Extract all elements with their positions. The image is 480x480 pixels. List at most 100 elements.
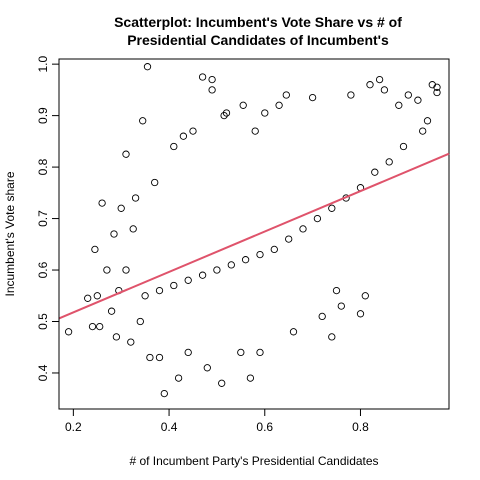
data-point <box>198 271 207 279</box>
x-tick-label: 0.8 <box>352 420 369 434</box>
data-point <box>220 111 228 120</box>
data-point <box>110 230 118 238</box>
data-point <box>146 353 154 362</box>
data-point <box>237 348 245 357</box>
data-point <box>375 75 384 84</box>
data-point <box>179 132 188 140</box>
data-point <box>399 142 408 151</box>
data-point <box>139 117 147 125</box>
data-point <box>218 379 226 387</box>
data-point <box>239 101 247 109</box>
data-point <box>122 150 130 158</box>
data-point <box>285 235 293 243</box>
data-point <box>117 204 125 212</box>
data-point <box>256 348 264 357</box>
chart-title-line-1: Scatterplot: Incumbent's Vote Share vs #… <box>114 14 402 30</box>
chart-title-line-2: Presidential Candidates of Incumbent's <box>127 32 389 48</box>
regression-line <box>58 152 450 320</box>
x-tick-label: 0.2 <box>65 420 82 434</box>
data-point <box>96 322 104 331</box>
data-point <box>136 317 144 326</box>
data-point <box>361 292 369 300</box>
data-point <box>256 250 264 259</box>
data-point <box>64 328 73 336</box>
data-point <box>241 256 250 264</box>
data-point <box>261 109 269 117</box>
data-point <box>366 81 374 89</box>
data-point <box>404 91 412 99</box>
x-tick-label: 0.6 <box>256 420 273 434</box>
data-point <box>318 312 326 321</box>
x-tick-label: 0.4 <box>161 420 178 434</box>
data-point <box>84 294 92 302</box>
y-axis-label: Incumbent's Vote share <box>3 171 17 296</box>
y-tick-label: 0.7 <box>36 210 50 227</box>
data-point <box>380 86 389 94</box>
data-point <box>198 73 207 81</box>
data-point <box>347 91 355 99</box>
data-point <box>395 101 403 109</box>
y-tick-label: 0.4 <box>36 364 50 381</box>
data-point <box>98 199 106 207</box>
scatter-points <box>64 63 441 398</box>
data-point <box>270 245 278 254</box>
data-point <box>222 109 231 117</box>
data-point <box>184 276 192 284</box>
data-point <box>91 245 99 254</box>
data-point <box>129 225 137 233</box>
data-point <box>143 63 152 71</box>
data-point <box>299 225 307 233</box>
data-point <box>251 127 259 135</box>
data-point <box>289 328 298 336</box>
data-point <box>203 364 211 372</box>
y-axis: 0.4 0.5 0.6 0.7 0.8 0.9 1.0 <box>36 55 60 381</box>
y-tick-label: 0.9 <box>36 107 50 124</box>
data-point <box>385 158 393 166</box>
data-point <box>155 353 164 362</box>
data-point <box>170 142 178 151</box>
data-point <box>328 204 336 212</box>
data-point <box>419 127 427 135</box>
data-point <box>227 261 235 269</box>
y-tick-label: 0.5 <box>36 313 50 330</box>
data-point <box>414 96 422 104</box>
data-point <box>275 101 283 109</box>
y-tick-label: 0.8 <box>36 158 50 175</box>
data-point <box>155 286 164 295</box>
y-tick-label: 0.6 <box>36 261 50 278</box>
x-axis: 0.2 0.4 0.6 0.8 <box>65 408 369 434</box>
data-point <box>208 75 216 84</box>
data-point <box>184 348 192 357</box>
data-point <box>433 83 441 91</box>
data-point <box>337 302 345 310</box>
data-point <box>213 266 221 274</box>
data-point <box>131 194 140 202</box>
data-point <box>107 307 116 315</box>
data-point <box>332 286 341 295</box>
regression-line-group <box>58 152 450 320</box>
y-tick-label: 1.0 <box>36 55 50 72</box>
data-point <box>122 266 130 274</box>
data-point <box>328 333 336 341</box>
data-point <box>313 214 322 223</box>
data-point <box>174 374 183 382</box>
data-point <box>112 333 121 341</box>
data-point <box>141 292 149 300</box>
data-point <box>282 91 290 99</box>
data-point <box>433 88 441 97</box>
data-point <box>127 338 135 346</box>
data-point <box>170 281 178 290</box>
data-point <box>103 266 111 274</box>
data-point <box>423 117 432 125</box>
data-point <box>208 86 216 94</box>
data-point <box>160 389 168 398</box>
x-axis-label: # of Incumbent Party's Presidential Cand… <box>129 454 378 468</box>
data-point <box>356 310 365 318</box>
data-point <box>151 178 159 187</box>
data-point <box>308 93 317 102</box>
data-point <box>189 127 197 135</box>
data-point <box>371 168 379 176</box>
data-point <box>246 374 255 382</box>
data-point <box>88 322 97 331</box>
